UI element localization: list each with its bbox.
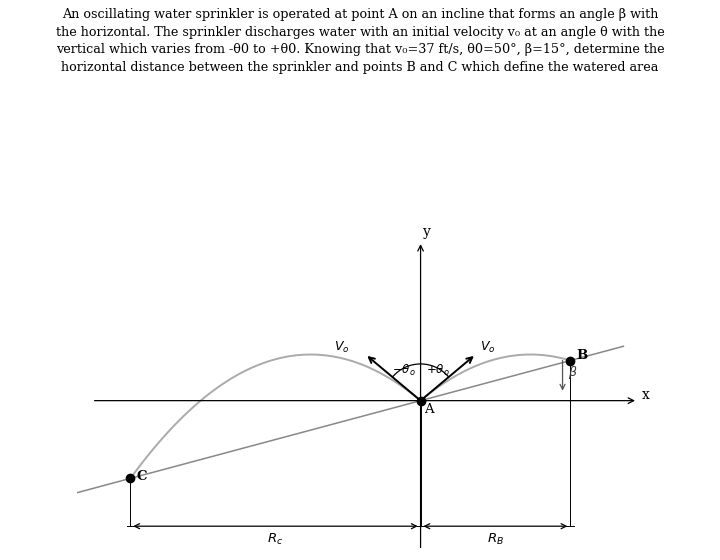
Text: B: B (576, 349, 588, 362)
Text: A: A (424, 403, 434, 416)
Text: $V_o$: $V_o$ (334, 340, 350, 355)
Text: $+\theta_o$: $+\theta_o$ (426, 363, 450, 377)
Text: $V_o$: $V_o$ (480, 340, 495, 355)
Text: $R_B$: $R_B$ (487, 531, 504, 547)
Text: x: x (642, 388, 649, 402)
Text: $-\theta_o$: $-\theta_o$ (392, 363, 415, 377)
Text: $\beta$: $\beta$ (568, 364, 578, 381)
Text: C: C (136, 470, 147, 483)
Text: y: y (423, 226, 431, 240)
Text: An oscillating water sprinkler is operated at point A on an incline that forms a: An oscillating water sprinkler is operat… (55, 8, 665, 74)
Text: $R_c$: $R_c$ (267, 531, 284, 547)
